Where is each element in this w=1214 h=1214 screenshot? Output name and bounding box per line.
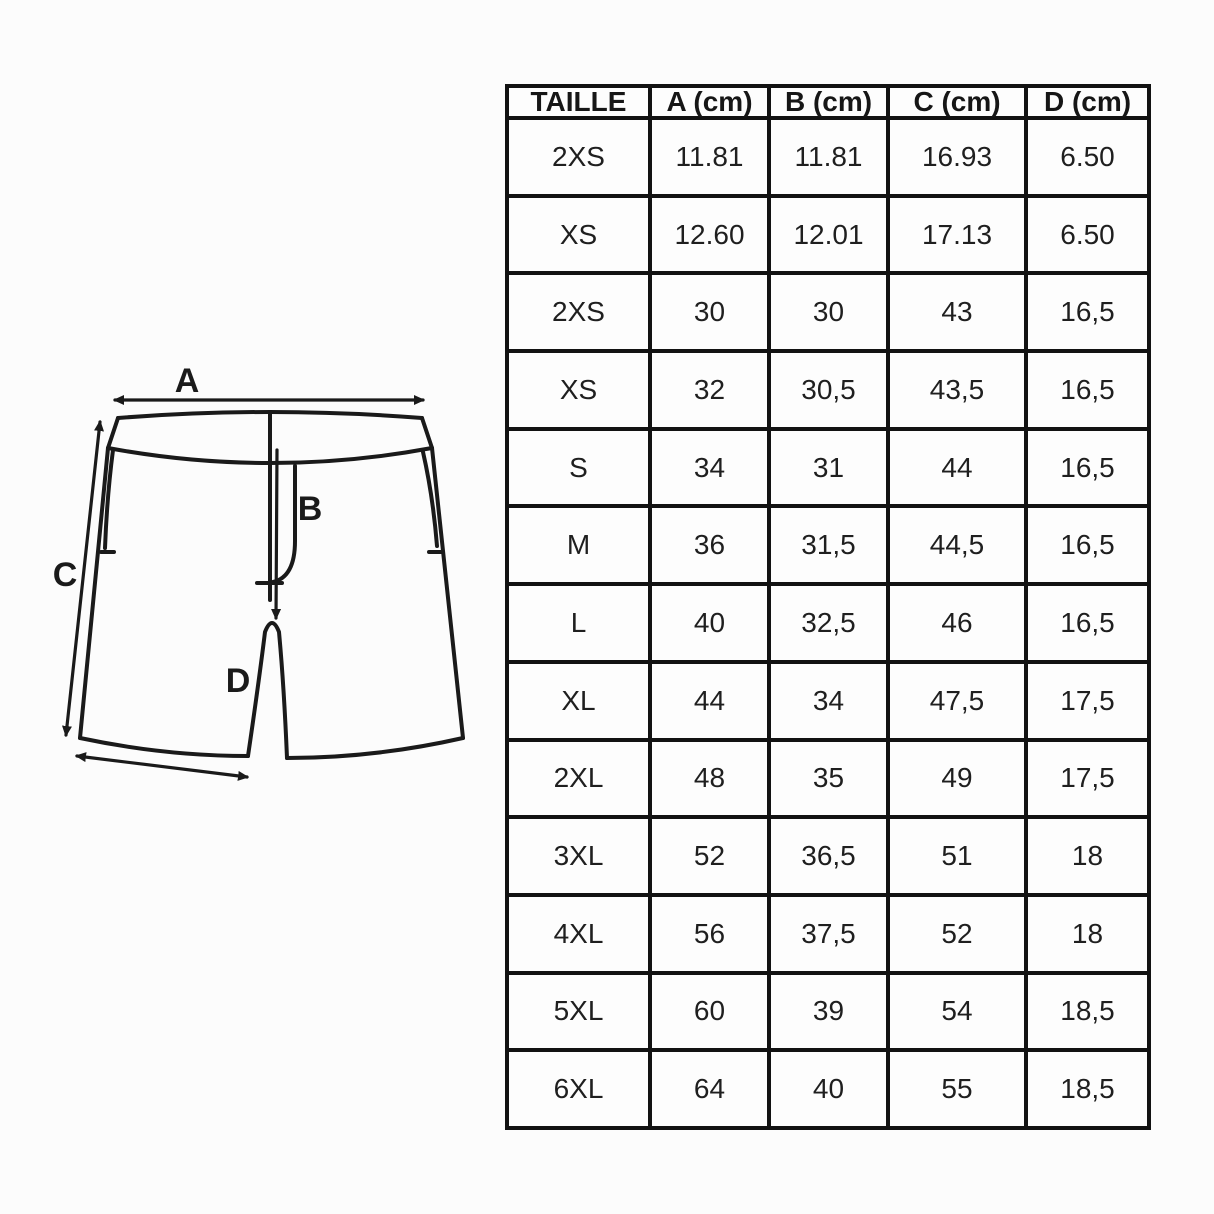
- size-cell: S: [505, 426, 652, 509]
- table-row: XS 32 30,5 43,5 16,5: [505, 349, 1151, 431]
- size-cell: XS: [505, 349, 652, 431]
- measurement-cell-c: 44,5: [886, 504, 1028, 587]
- measurement-cell-a: 48: [648, 737, 771, 820]
- measurement-cell-c: 17.13: [886, 193, 1028, 276]
- measurement-cell-d: 16,5: [1024, 582, 1151, 664]
- measurement-cell-a: 64: [648, 1048, 771, 1130]
- measurement-cell-d: 16,5: [1024, 426, 1151, 509]
- measurement-cell-d: 17,5: [1024, 659, 1151, 742]
- column-header-c: C (cm): [886, 84, 1028, 120]
- measurement-cell-d: 6.50: [1024, 193, 1151, 276]
- size-cell: XS: [505, 193, 652, 276]
- measurement-cell-b: 31: [767, 426, 890, 509]
- measurement-cell-d: 6.50: [1024, 116, 1151, 198]
- measurement-cell-a: 30: [648, 271, 771, 354]
- column-header-b: B (cm): [767, 84, 890, 120]
- measurement-cell-c: 52: [886, 892, 1028, 975]
- table-row: M 36 31,5 44,5 16,5: [505, 504, 1151, 587]
- size-chart-section: TAILLE A (cm) B (cm) C (cm) D (cm) 2XS 1…: [505, 84, 1151, 1130]
- measurement-cell-d: 16,5: [1024, 504, 1151, 587]
- size-cell: 6XL: [505, 1048, 652, 1130]
- measurement-cell-d: 18,5: [1024, 970, 1151, 1053]
- table-row: S 34 31 44 16,5: [505, 426, 1151, 509]
- size-cell: 3XL: [505, 815, 652, 897]
- measurement-cell-c: 16.93: [886, 116, 1028, 198]
- measurement-cell-b: 37,5: [767, 892, 890, 975]
- measurement-cell-c: 43: [886, 271, 1028, 354]
- measurement-cell-a: 52: [648, 815, 771, 897]
- measurement-cell-a: 34: [648, 426, 771, 509]
- table-row: L 40 32,5 46 16,5: [505, 582, 1151, 664]
- measurement-cell-c: 47,5: [886, 659, 1028, 742]
- table-row: 3XL 52 36,5 51 18: [505, 815, 1151, 897]
- size-cell: L: [505, 582, 652, 664]
- measurement-cell-b: 34: [767, 659, 890, 742]
- table-row: XL 44 34 47,5 17,5: [505, 659, 1151, 742]
- measurement-cell-c: 49: [886, 737, 1028, 820]
- measurement-cell-b: 30: [767, 271, 890, 354]
- measurement-arrow-c: [62, 420, 104, 737]
- size-cell: M: [505, 504, 652, 587]
- size-cell: XL: [505, 659, 652, 742]
- column-header-a: A (cm): [648, 84, 771, 120]
- measurement-cell-b: 32,5: [767, 582, 890, 664]
- size-chart-table: TAILLE A (cm) B (cm) C (cm) D (cm) 2XS 1…: [505, 84, 1151, 1130]
- measurement-cell-a: 40: [648, 582, 771, 664]
- column-header-d: D (cm): [1024, 84, 1151, 120]
- size-cell: 2XL: [505, 737, 652, 820]
- table-row: 2XL 48 35 49 17,5: [505, 737, 1151, 820]
- measurement-cell-b: 40: [767, 1048, 890, 1130]
- measurement-cell-c: 54: [886, 970, 1028, 1053]
- table-header-row: TAILLE A (cm) B (cm) C (cm) D (cm): [505, 84, 1151, 120]
- measurement-cell-c: 51: [886, 815, 1028, 897]
- measurement-cell-d: 18: [1024, 815, 1151, 897]
- measurement-cell-a: 60: [648, 970, 771, 1053]
- size-cell: 4XL: [505, 892, 652, 975]
- measurement-cell-a: 36: [648, 504, 771, 587]
- size-cell: 5XL: [505, 970, 652, 1053]
- measurement-cell-b: 39: [767, 970, 890, 1053]
- measurement-cell-d: 17,5: [1024, 737, 1151, 820]
- measurement-cell-a: 44: [648, 659, 771, 742]
- shorts-diagram: A B C D: [45, 356, 485, 811]
- column-header-size: TAILLE: [505, 84, 652, 120]
- table-row: 5XL 60 39 54 18,5: [505, 970, 1151, 1053]
- measurement-label-a: A: [175, 362, 200, 400]
- size-cell: 2XS: [505, 116, 652, 198]
- measurement-cell-c: 43,5: [886, 349, 1028, 431]
- measurement-cell-a: 12.60: [648, 193, 771, 276]
- measurement-cell-b: 12.01: [767, 193, 890, 276]
- table-row: XS 12.60 12.01 17.13 6.50: [505, 193, 1151, 276]
- shorts-diagram-svg: A B C D: [53, 362, 465, 781]
- size-cell: 2XS: [505, 271, 652, 354]
- measurement-cell-b: 35: [767, 737, 890, 820]
- measurement-cell-c: 55: [886, 1048, 1028, 1130]
- measurement-cell-c: 44: [886, 426, 1028, 509]
- measurement-cell-d: 16,5: [1024, 349, 1151, 431]
- measurement-cell-a: 32: [648, 349, 771, 431]
- table-row: 2XS 11.81 11.81 16.93 6.50: [505, 116, 1151, 198]
- measurement-cell-b: 30,5: [767, 349, 890, 431]
- table-row: 2XS 30 30 43 16,5: [505, 271, 1151, 354]
- table-row: 6XL 64 40 55 18,5: [505, 1048, 1151, 1130]
- measurement-cell-b: 31,5: [767, 504, 890, 587]
- measurement-label-d: D: [226, 662, 251, 700]
- measurement-cell-a: 11.81: [648, 116, 771, 198]
- measurement-cell-b: 36,5: [767, 815, 890, 897]
- measurement-arrow-d: [75, 752, 249, 781]
- measurement-cell-a: 56: [648, 892, 771, 975]
- measurement-cell-d: 16,5: [1024, 271, 1151, 354]
- measurement-cell-c: 46: [886, 582, 1028, 664]
- measurement-label-b: B: [298, 490, 323, 528]
- measurement-cell-b: 11.81: [767, 116, 890, 198]
- measurement-arrow-b: [271, 448, 282, 620]
- measurement-label-c: C: [53, 556, 78, 594]
- measurement-cell-d: 18,5: [1024, 1048, 1151, 1130]
- measurement-cell-d: 18: [1024, 892, 1151, 975]
- table-row: 4XL 56 37,5 52 18: [505, 892, 1151, 975]
